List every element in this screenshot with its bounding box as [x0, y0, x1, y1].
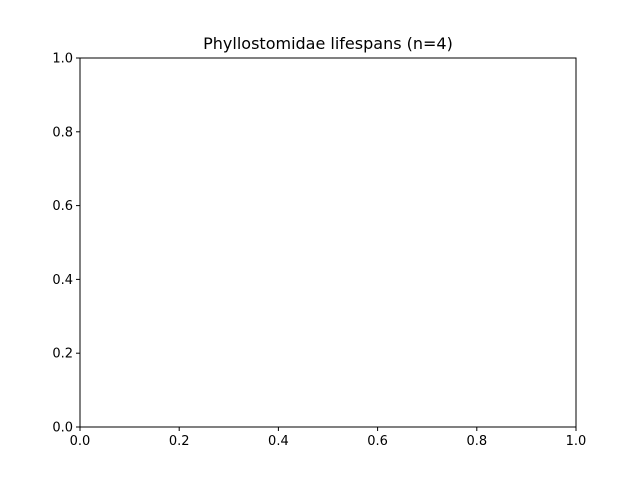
x-tick-label: 0.4: [268, 434, 289, 449]
x-tick-label: 0.8: [466, 434, 487, 449]
y-tick-label: 0.4: [52, 273, 73, 288]
x-tick-label: 0.6: [367, 434, 388, 449]
x-tick-label: 0.2: [169, 434, 190, 449]
y-tick-label: 0.0: [52, 421, 73, 436]
y-axis: 0.0 0.2 0.4 0.6 0.8 1.0: [52, 52, 80, 436]
plot-frame: [79, 57, 577, 428]
y-tick-label: 0.8: [52, 125, 73, 140]
y-tick-label: 0.2: [52, 347, 73, 362]
x-tick-label: 1.0: [566, 434, 587, 449]
y-tick-label: 1.0: [52, 52, 73, 67]
x-tick-label: 0.0: [70, 434, 91, 449]
plot-area: [80, 58, 576, 427]
x-axis: 0.0 0.2 0.4 0.6 0.8 1.0: [70, 427, 587, 449]
y-tick-label: 0.6: [52, 199, 73, 214]
chart-title: Phyllostomidae lifespans (n=4): [203, 34, 453, 53]
